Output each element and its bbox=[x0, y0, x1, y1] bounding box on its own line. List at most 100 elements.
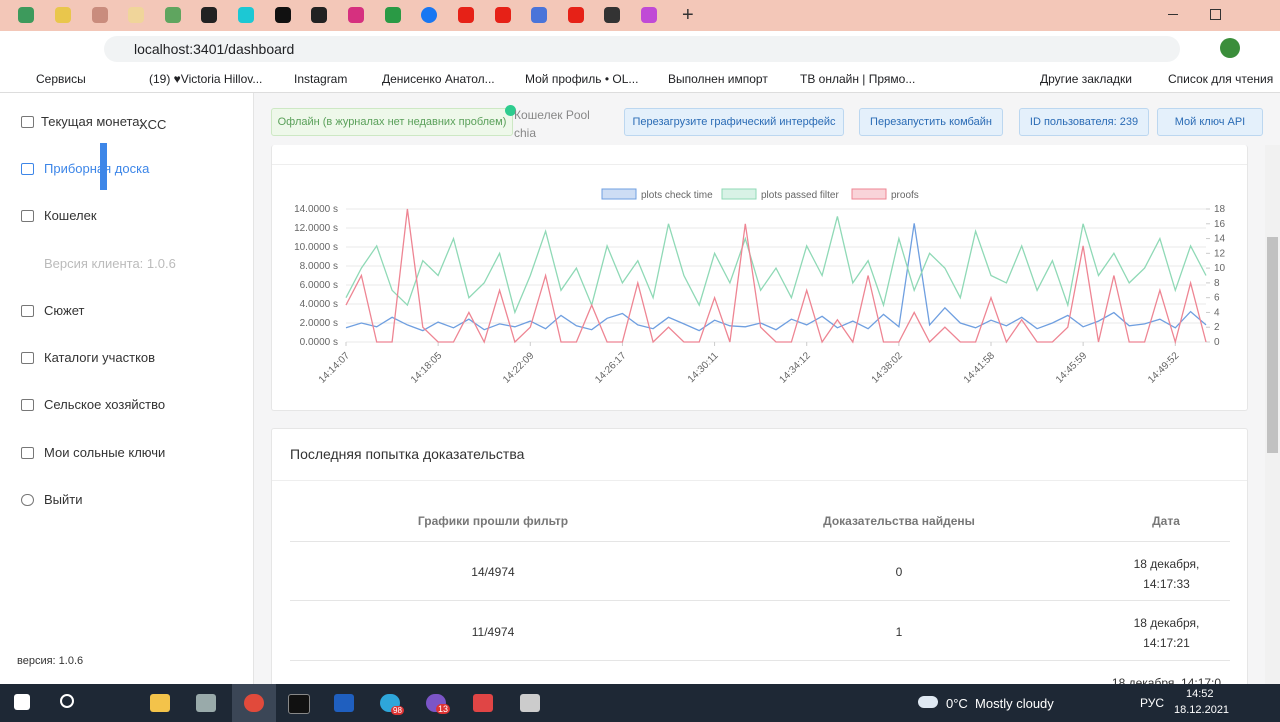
tab[interactable] bbox=[311, 7, 327, 23]
nav-item[interactable]: Мои сольные ключи bbox=[44, 445, 166, 460]
bookmark[interactable]: Instagram bbox=[294, 72, 348, 86]
coin-label: Текущая монета: bbox=[41, 114, 144, 129]
tab[interactable] bbox=[641, 7, 657, 23]
chart-card: 0.0000 s 2.0000 s 4.0000 s 6.0000 s 8.0000 s… bbox=[271, 145, 1248, 411]
button[interactable]: Перезапустить комбайн bbox=[859, 108, 1003, 136]
icon bbox=[21, 352, 34, 364]
app[interactable] bbox=[473, 694, 493, 712]
pool: Кошелек Pool chia bbox=[514, 106, 590, 142]
cell: 18 декабря, 14:17:33 bbox=[1133, 557, 1200, 591]
tab[interactable] bbox=[92, 7, 108, 23]
cell: 14/4974 bbox=[471, 565, 515, 579]
nav-item[interactable]: Сюжет bbox=[44, 303, 85, 318]
icon bbox=[21, 447, 34, 459]
legend-label: plots passed filter bbox=[761, 190, 839, 201]
column-header: Графики прошли фильтр bbox=[417, 514, 569, 528]
tab[interactable] bbox=[348, 7, 364, 23]
tab[interactable] bbox=[385, 7, 401, 23]
tab[interactable] bbox=[201, 7, 217, 23]
button[interactable]: Перезагрузите графический интерфейс bbox=[624, 108, 844, 136]
button[interactable]: ID пользователя: 239 bbox=[1019, 108, 1149, 136]
bookmark[interactable]: ТВ онлайн | Прямо... bbox=[800, 72, 916, 86]
search[interactable] bbox=[60, 694, 74, 708]
nav-item[interactable]: Каталоги участков bbox=[44, 350, 156, 365]
x-tick-label: 14:45:59 bbox=[1054, 350, 1090, 386]
card-title: Последняя попытка доказательства bbox=[290, 446, 525, 462]
new-tab[interactable]: + bbox=[682, 4, 694, 26]
tab[interactable] bbox=[18, 7, 34, 23]
tab[interactable] bbox=[458, 7, 474, 23]
maximize[interactable] bbox=[1210, 9, 1221, 20]
x-tick-label: 14:22:09 bbox=[501, 350, 537, 386]
bookmark[interactable]: Выполнен импорт bbox=[668, 72, 768, 86]
x-tick-label: 14:41:58 bbox=[962, 350, 998, 386]
legend-swatch bbox=[851, 188, 887, 200]
x-tick-label: 14:26:17 bbox=[593, 350, 629, 386]
address-bar[interactable]: localhost:3401/dashboard bbox=[104, 36, 1180, 62]
y2-tick-label: 0 bbox=[1214, 337, 1220, 348]
app[interactable] bbox=[244, 694, 264, 712]
y-tick-label: 4.0000 s bbox=[300, 299, 338, 310]
x-tick-label: 14:14:07 bbox=[317, 350, 353, 386]
minimize[interactable] bbox=[1168, 14, 1178, 15]
app[interactable] bbox=[334, 694, 354, 712]
tab[interactable] bbox=[531, 7, 547, 23]
x-tick-label: 14:38:02 bbox=[870, 350, 906, 386]
bookmark[interactable]: Денисенко Анатол... bbox=[382, 72, 495, 86]
row-line bbox=[290, 600, 1230, 601]
icon bbox=[21, 210, 34, 222]
tab[interactable] bbox=[568, 7, 584, 23]
bookmark[interactable]: (19) ♥Victoria Hillov... bbox=[149, 72, 263, 86]
icon bbox=[21, 305, 34, 317]
clock-date[interactable]: 18.12.2021 bbox=[1174, 704, 1230, 716]
app[interactable] bbox=[520, 694, 540, 712]
weather[interactable]: 0°C Mostly cloudy bbox=[946, 696, 1054, 711]
bookmarks-bar: Сервисы (19) ♥Victoria Hillov... Instagr… bbox=[0, 66, 1280, 93]
divider bbox=[272, 164, 1247, 165]
nav-item[interactable]: Сельское хозяйство bbox=[44, 397, 166, 412]
pool-label: Кошелек Pool bbox=[514, 108, 590, 122]
icon bbox=[21, 494, 34, 506]
legend-label: proofs bbox=[891, 190, 919, 201]
y-tick-label: 0.0000 s bbox=[300, 337, 338, 348]
bookmark[interactable]: Сервисы bbox=[36, 72, 86, 86]
app[interactable] bbox=[150, 694, 170, 712]
start[interactable] bbox=[14, 694, 30, 710]
x-tick-label: 14:18:05 bbox=[409, 350, 445, 386]
nav-item[interactable]: Выйти bbox=[44, 492, 83, 507]
tab[interactable] bbox=[421, 7, 437, 23]
button[interactable]: Мой ключ API bbox=[1157, 108, 1263, 136]
tab[interactable] bbox=[604, 7, 620, 23]
y-tick-label: 6.0000 s bbox=[300, 280, 338, 291]
nav-item[interactable]: Кошелек bbox=[44, 208, 97, 223]
language[interactable]: РУС bbox=[1140, 696, 1165, 710]
y2-tick-label: 14 bbox=[1214, 234, 1226, 245]
icon bbox=[21, 163, 34, 175]
clock-time[interactable]: 14:52 bbox=[1186, 688, 1214, 700]
chart: 0.0000 s 2.0000 s 4.0000 s 6.0000 s 8.0000 s… bbox=[294, 188, 1226, 386]
bookmark[interactable]: Мой профиль • OL... bbox=[525, 72, 639, 86]
y-tick-label: 14.0000 s bbox=[294, 204, 338, 215]
y2-tick-label: 4 bbox=[1214, 307, 1220, 318]
bookmark[interactable]: Другие закладки bbox=[1040, 72, 1132, 86]
tab[interactable] bbox=[495, 7, 511, 23]
row-line bbox=[290, 541, 1230, 542]
tab[interactable] bbox=[238, 7, 254, 23]
scroll-thumb[interactable] bbox=[1267, 237, 1278, 453]
app[interactable] bbox=[288, 694, 310, 714]
tab[interactable] bbox=[128, 7, 144, 23]
nav-item[interactable]: Приборная доска bbox=[44, 161, 150, 176]
tab[interactable] bbox=[55, 7, 71, 23]
scrollbar bbox=[1265, 145, 1280, 684]
series-line bbox=[345, 223, 1207, 332]
icon bbox=[21, 116, 34, 128]
divider bbox=[272, 480, 1247, 481]
y2-tick-label: 12 bbox=[1214, 248, 1226, 259]
tab[interactable] bbox=[165, 7, 181, 23]
bookmark[interactable]: Список для чтения bbox=[1168, 72, 1274, 86]
tab[interactable] bbox=[275, 7, 291, 23]
avatar[interactable] bbox=[1220, 38, 1240, 58]
app[interactable] bbox=[196, 694, 216, 712]
x-tick-label: 14:34:12 bbox=[778, 350, 814, 386]
